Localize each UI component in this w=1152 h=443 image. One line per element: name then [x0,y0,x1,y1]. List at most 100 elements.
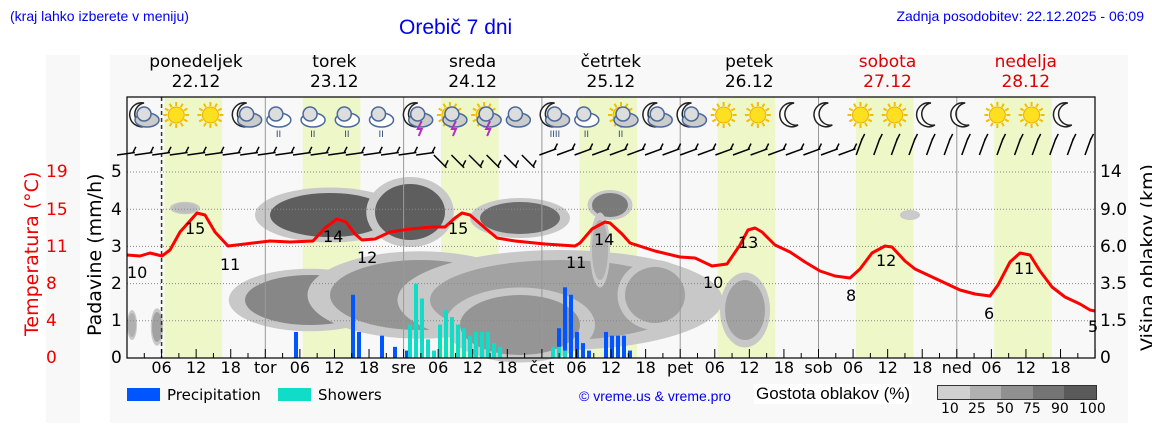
moon-icon [1052,102,1073,128]
svg-text:IIII: IIII [550,130,561,140]
day-name: ponedeljek [149,52,243,72]
temp-extreme-label: 13 [738,233,758,252]
day-date: 24.12 [448,72,497,92]
svg-text:II: II [379,130,384,140]
moon-icon [779,102,799,128]
temp-extreme-label: 15 [448,219,468,238]
cloud-drizzle-icon: II [300,106,326,140]
wind-barb-icon [644,143,664,156]
menu-hint[interactable]: (kraj lahko izberete v meniju) [10,8,189,24]
wind-barb-icon [767,143,787,156]
precip-tick: 0 [111,348,122,368]
svg-text:II: II [276,130,281,140]
density-tick: 10 [941,401,959,417]
precip-tick: 4 [111,200,122,220]
wind-barb-icon [292,146,313,156]
wind-barb-icon [275,146,295,156]
day-name: sreda [449,52,497,72]
wind-barb-icon [1066,133,1077,156]
showers-legend-label: Showers [318,386,382,404]
hour-tick-label: 12 [739,358,760,377]
wind-barb-icon [838,143,858,156]
hour-tick-label: 12 [185,358,207,377]
sun-icon [197,102,224,128]
sun-icon [710,102,737,128]
moon-cloud-thunder-icon [402,102,434,137]
day-name: torek [312,52,357,72]
temp-extreme-label: 12 [357,248,377,267]
cloud-drizzle-icon: II [368,106,395,140]
wind-barb-icon [310,146,331,156]
wind-barb-icon [204,146,225,156]
wind-barb-icon [785,143,805,156]
wind-barb-icon [257,146,278,156]
wind-barb-icon [873,133,883,156]
wind-barb-icon [486,154,502,169]
wind-barb-icon [222,146,243,156]
wind-barb-icon [855,133,866,156]
hour-tick-label: 06 [289,358,311,377]
copyright-link[interactable]: © vreme.us & vreme.pro [579,388,731,404]
day-date: 28.12 [1001,72,1051,92]
temp-extreme-label: 14 [594,230,614,249]
wind-barb-icon [609,143,629,156]
temp-extreme-label: 11 [1014,259,1034,278]
temp-extreme-label: 10 [703,273,723,292]
wind-barb-icon [732,143,752,156]
moon-icon [915,102,936,128]
day-date: 25.12 [586,72,636,92]
hour-tick-label: 18 [1050,358,1071,377]
wind-barb-icon [961,133,971,156]
moon-cloud-icon [128,102,160,128]
cloud-height-tick: 0 [1100,348,1111,368]
precip-tick: 5 [111,162,122,182]
temp-tick: 11 [46,237,68,257]
moon-cloud-icon [642,102,673,128]
cloud-drizzle-icon: II [334,106,361,140]
wind-barb-icon [398,146,419,156]
wind-barb-icon [503,154,520,169]
hour-tick-label: 12 [877,358,898,377]
hour-tick-label: 12 [600,358,622,377]
temp-extreme-label: 10 [127,263,147,282]
density-tick: 75 [1023,401,1041,417]
wind-barb-icon [134,146,155,156]
temp-extreme-label: 5 [1088,317,1098,336]
hour-tick-label: 18 [497,358,518,377]
hour-tick-label: 18 [635,358,656,377]
wind-barb-icon [627,143,647,156]
wind-barb-icon [662,143,682,156]
wind-barb-icon [433,154,449,169]
temp-tick: 15 [46,200,68,220]
moon-icon [950,102,970,128]
hour-tick-label: 06 [566,358,587,377]
hour-tick-label: 12 [324,358,345,377]
wind-barb-icon [1049,133,1059,156]
moon-cloud-rain-icon: IIII [539,102,571,140]
cloud-drizzle-icon: II [266,106,292,140]
wind-barb-icon [679,143,699,156]
wind-barb-icon [908,133,919,156]
temp-tick: 4 [46,311,57,331]
showers-legend-swatch [278,388,311,401]
precip-tick: 1 [111,311,122,331]
wind-barb-icon [996,133,1007,156]
wind-barb-icon [380,146,401,156]
wind-barb-icon [978,133,989,156]
wind-barb-icon [169,146,190,156]
density-tick: 100 [1079,401,1106,417]
day-name: petek [725,52,774,72]
wind-barb-icon [1084,133,1095,156]
hour-tick-label: 18 [773,358,795,377]
moon-icon [813,102,833,128]
sun-icon [163,102,190,128]
cloud-density-label: Gostota oblakov (%) [754,384,913,404]
density-tick: 90 [1051,401,1069,417]
wind-barb-icon [697,143,717,156]
day-short-label: tor [253,358,277,377]
wind-barb-icon [556,143,576,156]
wind-barb-icon [363,146,383,156]
wind-barb-icon [116,146,137,156]
day-short-label: pet [667,358,694,377]
